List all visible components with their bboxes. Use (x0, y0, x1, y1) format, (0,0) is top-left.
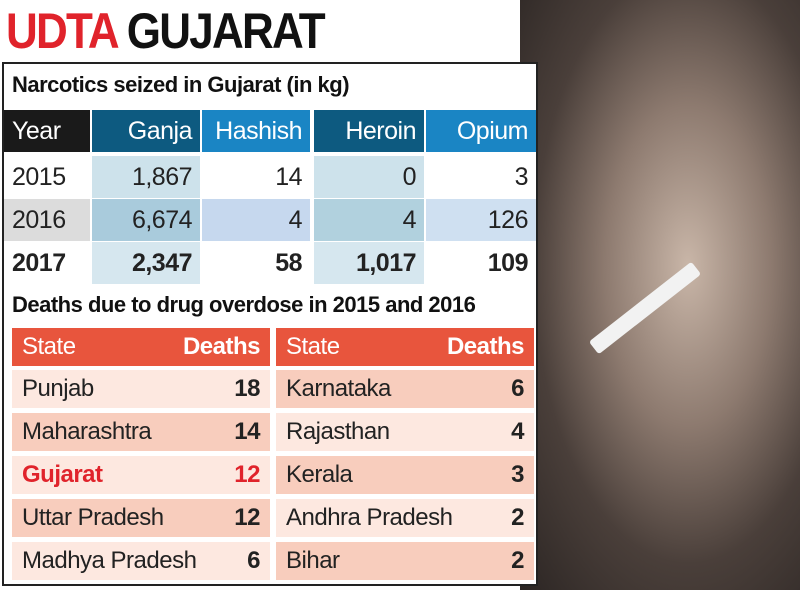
death-count: 12 (234, 461, 260, 488)
table-cell: 0 (314, 156, 424, 198)
state-name: Karnataka (286, 375, 391, 402)
state-name: Andhra Pradesh (286, 504, 453, 531)
death-count: 2 (511, 547, 524, 574)
table-cell: 1,017 (314, 242, 424, 284)
table-cell: 4 (202, 199, 310, 241)
deaths-row: Andhra Pradesh 2 (276, 499, 534, 537)
smoker-photo (520, 0, 800, 590)
table-cell: 2,347 (92, 242, 200, 284)
death-count: 18 (234, 375, 260, 402)
deaths-row: Gujarat 12 (12, 456, 270, 494)
table-cell: 2015 (12, 163, 66, 191)
deaths-header: Deaths (182, 333, 261, 360)
deaths-row: Rajasthan 4 (276, 413, 534, 451)
death-count: 6 (247, 547, 260, 574)
deaths-row: Punjab 18 (12, 370, 270, 408)
deaths-row: Maharashtra 14 (12, 413, 270, 451)
deaths-row: Kerala 3 (276, 456, 534, 494)
column-header-ganja: Ganja (92, 110, 200, 152)
state-name: Kerala (286, 461, 353, 488)
death-count: 6 (511, 375, 524, 402)
death-count: 14 (234, 418, 260, 445)
state-header: State (22, 333, 76, 360)
column-header-hashish: Hashish (202, 110, 310, 152)
deaths-row: Karnataka 6 (276, 370, 534, 408)
deaths-row: Madhya Pradesh 6 (12, 542, 270, 580)
table-cell: 58 (275, 249, 302, 277)
deaths-row: Bihar 2 (276, 542, 534, 580)
state-header: State (286, 333, 340, 360)
death-count: 2 (511, 504, 524, 531)
headline: UDTA GUJARAT (6, 3, 326, 59)
cigarette (588, 261, 702, 355)
deaths-header: Deaths (446, 333, 525, 360)
state-name: Uttar Pradesh (22, 504, 164, 531)
deaths-table-title: Deaths due to drug overdose in 2015 and … (12, 292, 476, 317)
state-name: Gujarat (22, 461, 103, 488)
state-name: Rajasthan (286, 418, 390, 445)
death-count: 4 (511, 418, 524, 445)
table-cell: 4 (314, 199, 424, 241)
column-header-opium: Opium (426, 110, 536, 152)
table-cell: 2017 (12, 249, 66, 277)
state-name: Maharashtra (22, 418, 152, 445)
table-cell: 109 (487, 249, 529, 277)
death-count: 12 (234, 504, 260, 531)
table-cell: 2016 (4, 199, 90, 241)
table-cell: 6,674 (92, 199, 200, 241)
state-name: Madhya Pradesh (22, 547, 197, 574)
death-count: 3 (511, 461, 524, 488)
infographic-box: Narcotics seized in Gujarat (in kg) Year… (2, 62, 538, 586)
table-cell: 3 (514, 163, 529, 191)
table-cell: 126 (426, 199, 536, 241)
state-name: Punjab (22, 375, 94, 402)
table-cell: 1,867 (92, 156, 200, 198)
deaths-header-row: State Deaths (12, 328, 270, 366)
deaths-header-row: State Deaths (276, 328, 534, 366)
column-header-heroin: Heroin (314, 110, 424, 152)
column-header-year: Year (4, 110, 90, 152)
state-name: Bihar (286, 547, 340, 574)
table-cell: 14 (275, 163, 302, 191)
deaths-row: Uttar Pradesh 12 (12, 499, 270, 537)
seizure-table-title: Narcotics seized in Gujarat (in kg) (12, 72, 350, 97)
